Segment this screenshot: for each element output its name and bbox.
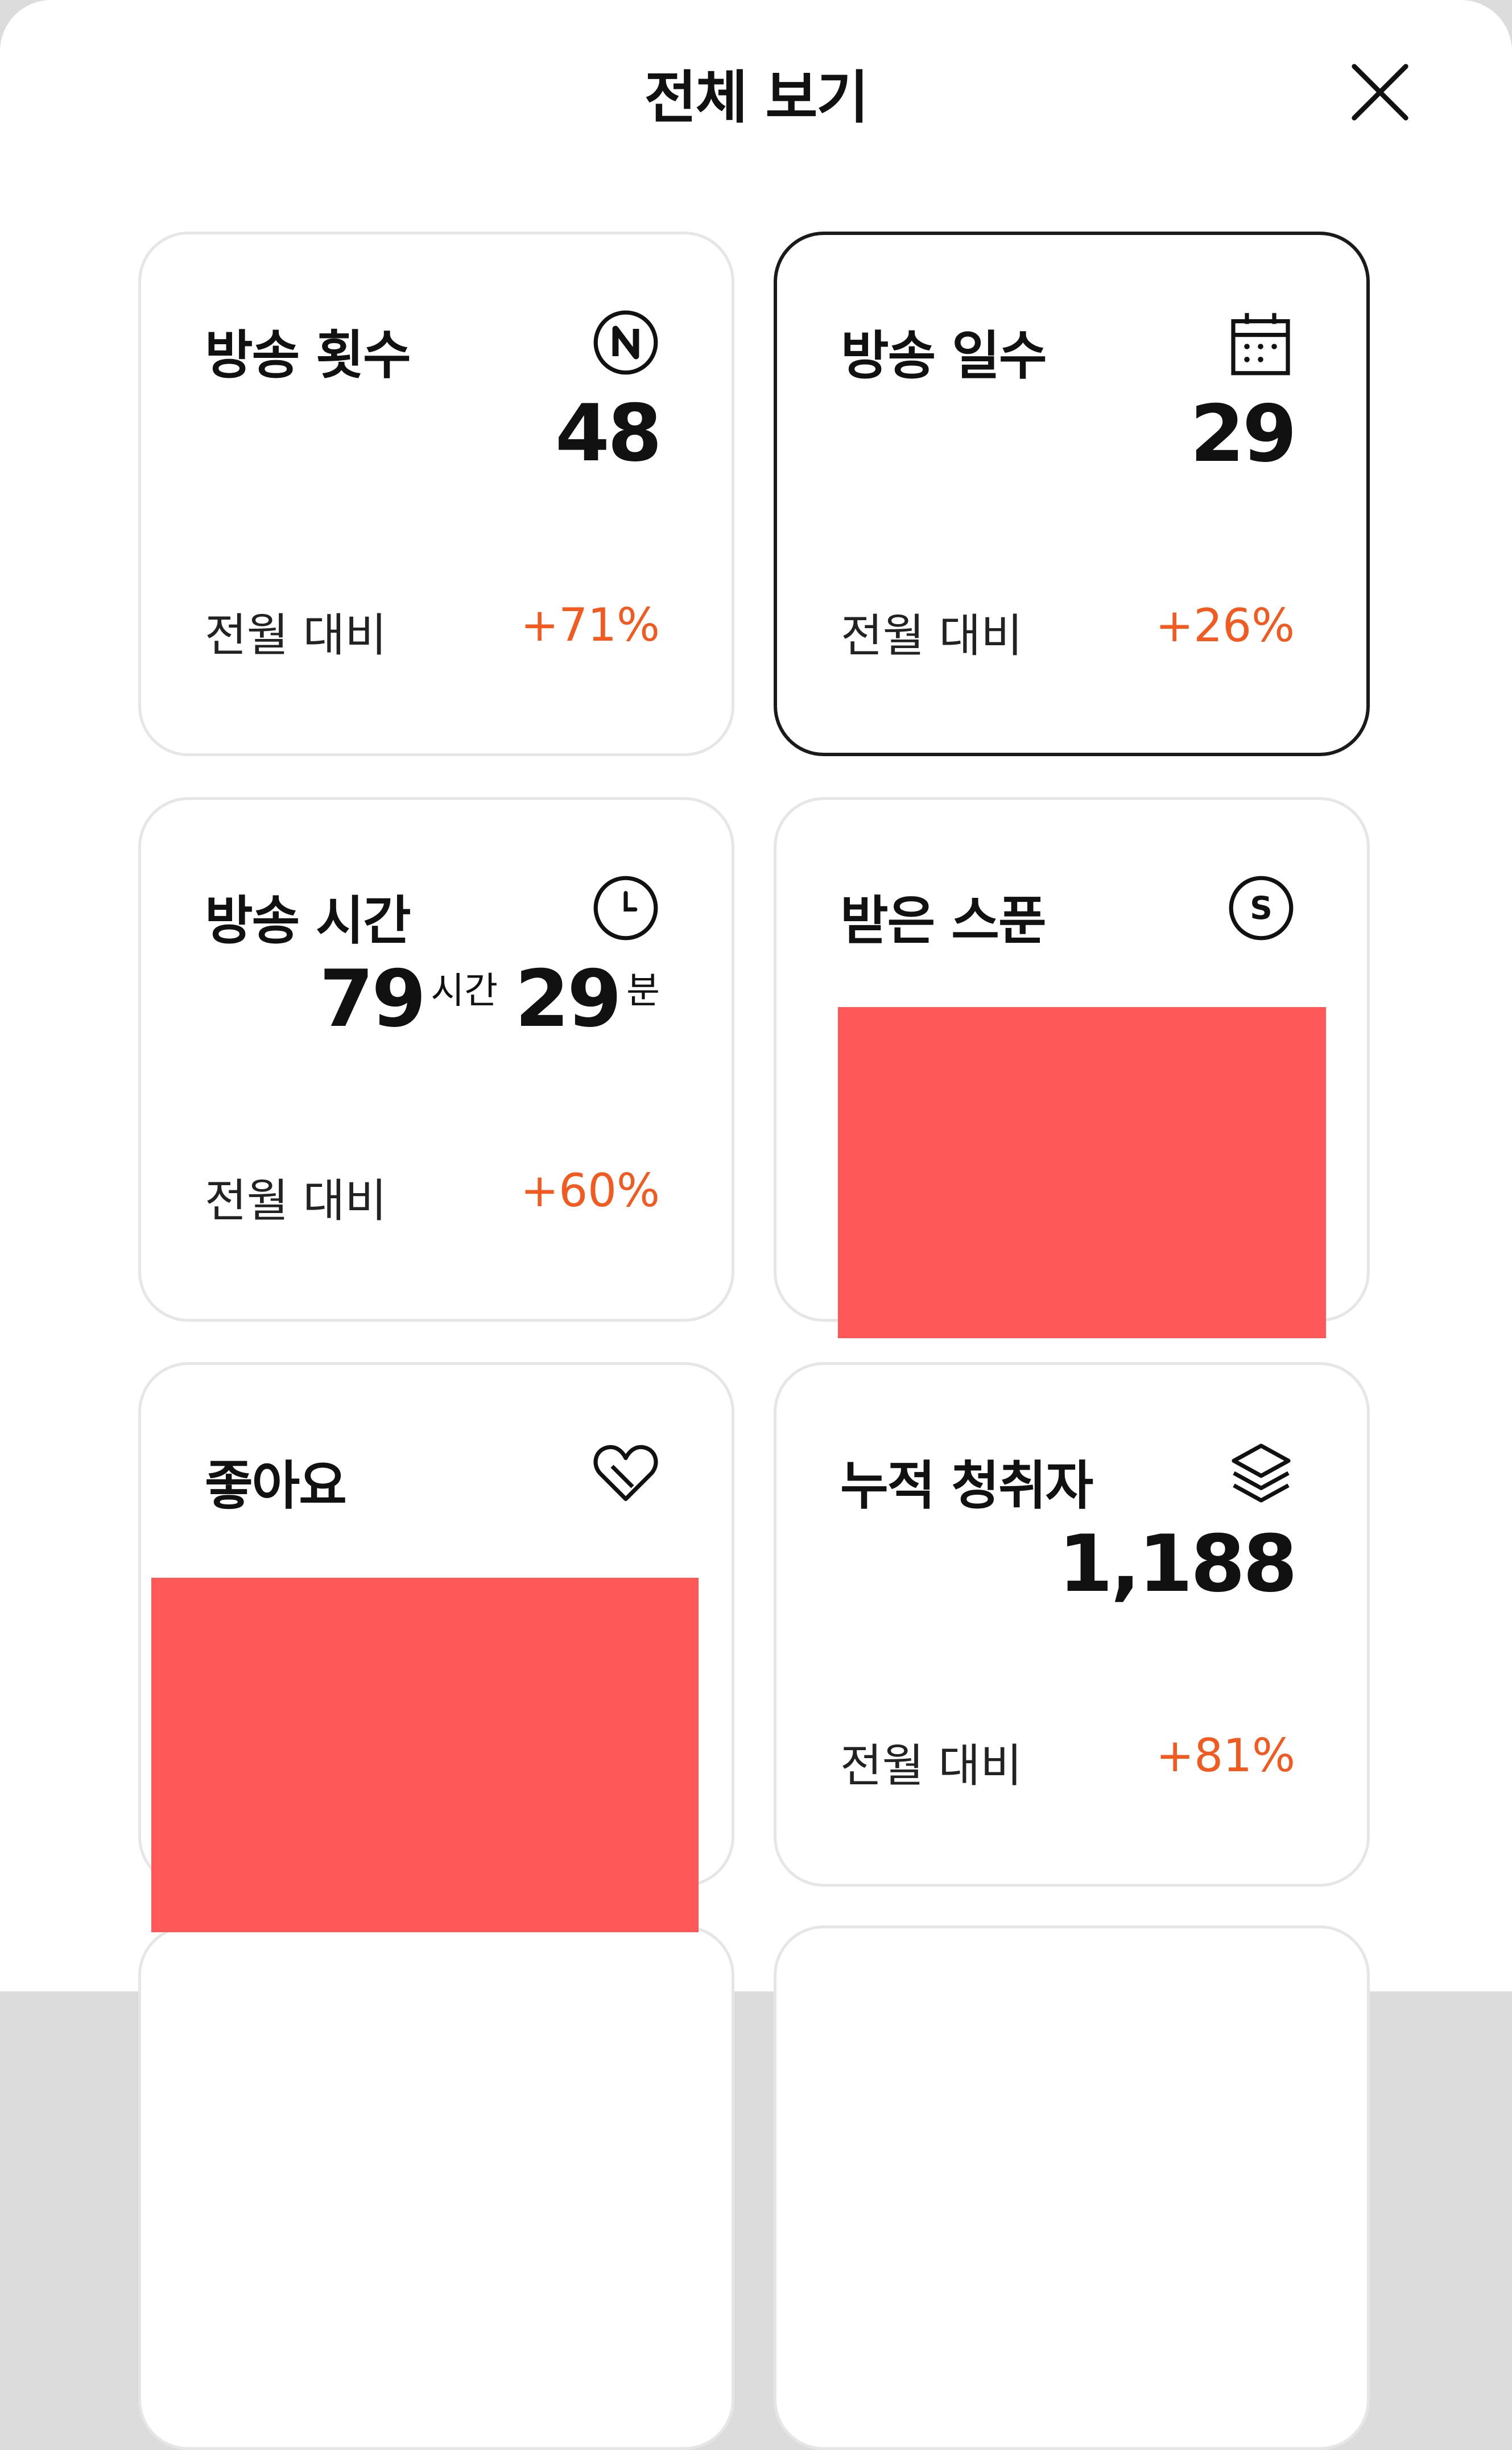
stat-card-broadcast-time[interactable]: 방송 시간 79 시간 29 분 전월 대비 +60% [138,797,734,1322]
compare-label: 전월 대비 [841,609,1023,662]
change-percent: +60% [520,1164,660,1217]
hours-value: 79 [319,953,426,1045]
n-circle-icon [593,310,658,375]
hours-unit: 시간 [431,970,498,1012]
card-value: 29 [1189,388,1297,480]
change-percent: +26% [1155,599,1295,652]
minutes-value: 29 [515,953,622,1045]
stat-card-total-listeners[interactable]: 누적 청취자 1,188 전월 대비 +81% [774,1362,1370,1887]
minutes-unit: 분 [626,970,660,1012]
card-title: 누적 청취자 [840,1455,1093,1516]
compare-label: 전월 대비 [840,1739,1022,1792]
spoon-coin-icon: S [1229,876,1294,941]
change-percent: +81% [1156,1729,1295,1782]
compare-label: 전월 대비 [205,609,387,662]
card-title: 방송 시간 [205,890,411,951]
card-title: 방송 횟수 [205,325,411,386]
close-icon[interactable] [1349,61,1411,123]
stat-card-partial [774,1925,1370,2450]
change-percent: +71% [520,599,660,651]
card-title: 방송 일수 [841,325,1047,386]
redaction-block [151,1578,699,1932]
stat-card-broadcast-days[interactable]: 방송 일수 29 전월 대비 +26% [774,232,1370,756]
card-value: 1,188 [1058,1518,1298,1610]
clock-icon [593,876,658,941]
heart-icon [593,1445,658,1502]
card-value: 79 시간 29 분 [319,948,660,1050]
svg-text:S: S [1250,890,1273,927]
stat-card-broadcast-count[interactable]: 방송 횟수 48 전월 대비 +71% [138,232,734,756]
card-title: 좋아요 [205,1455,347,1516]
calendar-icon [1231,313,1290,376]
page-title: 전체 보기 [644,64,869,131]
compare-label: 전월 대비 [205,1174,387,1227]
stat-card-partial [138,1925,734,2450]
redaction-block [838,1007,1326,1338]
card-title: 받은 스푼 [840,890,1047,951]
card-value: 48 [555,387,662,479]
layers-icon [1232,1443,1291,1503]
